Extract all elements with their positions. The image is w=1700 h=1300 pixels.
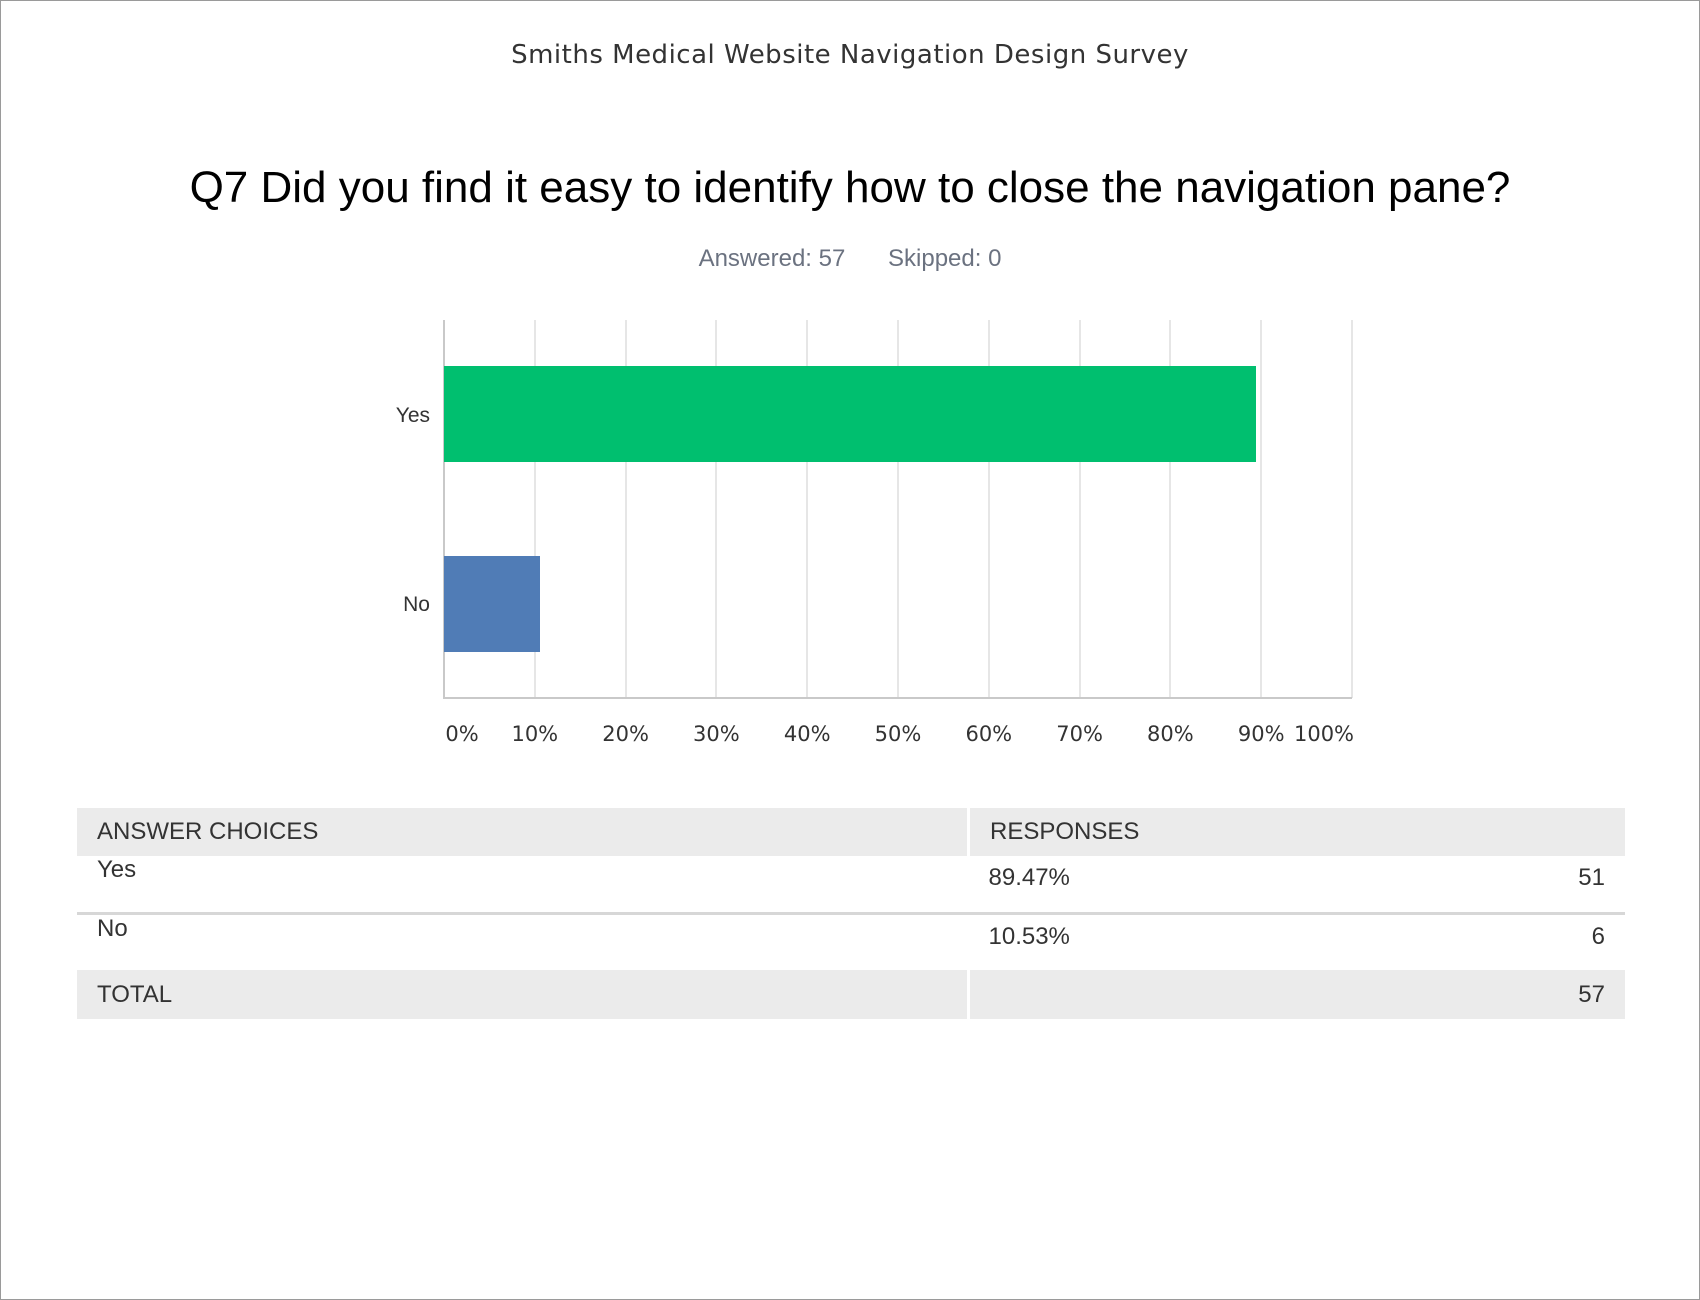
header-responses: RESPONSES (967, 808, 1625, 856)
response-summary: Answered: 57 Skipped: 0 (0, 245, 1700, 273)
response-cell: 10.53% 6 (969, 913, 1626, 970)
count-value: 6 (1591, 922, 1605, 950)
x-tick-label: 90% (1237, 722, 1285, 746)
gridline (1260, 320, 1263, 698)
x-tick-label: 70% (1056, 722, 1103, 746)
header-answer-choices: ANSWER CHOICES (77, 808, 969, 856)
x-tick-label: 80% (1147, 722, 1194, 746)
x-tick-label: 60% (965, 722, 1013, 746)
bar-no (444, 556, 540, 652)
x-tick-label: 10% (511, 722, 559, 746)
x-tick-label: 30% (693, 722, 740, 746)
survey-title: Smiths Medical Website Navigation Design… (511, 40, 1189, 70)
bar-chart: Yes No 0% 10% 20% 30% 40% 50% 60% 70% 80% 90% 100% (395, 320, 1355, 746)
plot-area (443, 320, 1353, 699)
x-tick-label: 100% (1293, 722, 1355, 746)
gridline (533, 320, 536, 698)
gridline (897, 320, 899, 698)
total-row: TOTAL 57 (77, 970, 1625, 1019)
total-count: 57 (1578, 980, 1605, 1008)
gridline (624, 320, 627, 698)
category-label-no: No (403, 593, 430, 616)
gridline (987, 320, 990, 698)
x-tick-label: 40% (783, 722, 831, 746)
choice-cell: Yes (77, 856, 969, 915)
gridline (1169, 320, 1172, 698)
count-value: 51 (1578, 864, 1605, 891)
results-table: ANSWER CHOICES RESPONSES Yes 89.47% 51 N… (77, 808, 1625, 1019)
percent-value: 10.53% (988, 922, 1070, 950)
bar-yes (444, 366, 1257, 462)
x-axis-line (444, 697, 1352, 699)
table-row: No 10.53% 6 (77, 913, 1625, 970)
x-tick-label: 20% (602, 722, 649, 746)
answered-count: Answered: 57 (698, 245, 846, 272)
table-row: Yes 89.47% 51 (77, 856, 1625, 915)
x-tick-label: 50% (874, 722, 922, 746)
category-label-yes: Yes (395, 404, 430, 427)
total-label: TOTAL (77, 970, 969, 1019)
choice-cell: No (97, 914, 128, 942)
y-axis-line (443, 320, 445, 699)
gridline (1351, 320, 1353, 698)
gridline (1078, 320, 1081, 698)
x-tick-label: 0% (445, 722, 479, 746)
skipped-count: Skipped: 0 (888, 245, 1002, 272)
gridline (715, 320, 718, 698)
table-header-row: ANSWER CHOICES RESPONSES (77, 808, 1625, 856)
percent-value: 89.47% (988, 864, 1070, 891)
response-cell: 89.47% 51 (968, 856, 1625, 915)
total-cell: 57 (967, 970, 1625, 1019)
question-title: Q7 Did you find it easy to identify how … (189, 163, 1511, 212)
gridline (806, 320, 809, 698)
